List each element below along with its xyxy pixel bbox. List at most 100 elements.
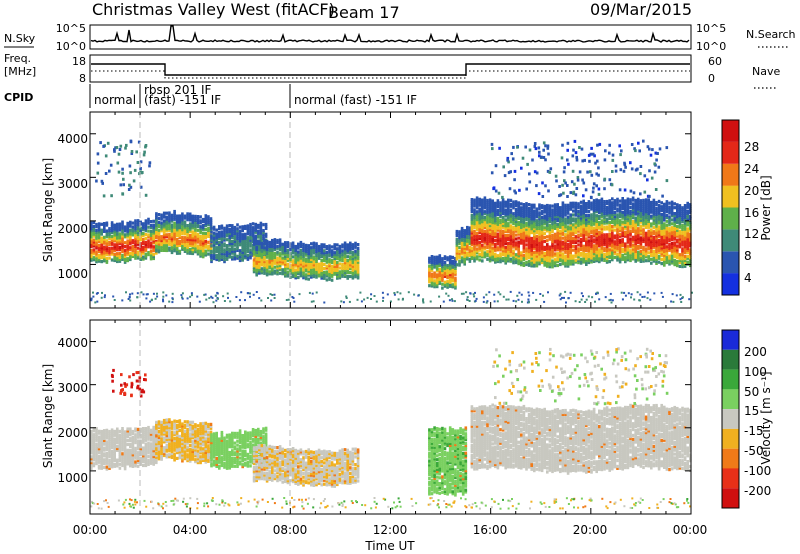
echo-cell bbox=[302, 256, 305, 260]
echo-cell bbox=[647, 204, 650, 208]
echo-cell bbox=[605, 254, 609, 258]
echo-cell bbox=[533, 221, 536, 225]
clutter-cell bbox=[641, 296, 644, 298]
sparse-echo-cell bbox=[96, 161, 100, 165]
echo-cell bbox=[486, 238, 489, 242]
echo-cell bbox=[585, 239, 588, 243]
echo-cell bbox=[463, 246, 466, 250]
echo-cell bbox=[173, 227, 176, 231]
echo-cell bbox=[273, 244, 277, 248]
echo-cell bbox=[323, 262, 326, 267]
echo-cell bbox=[525, 251, 528, 255]
echo-cell bbox=[255, 261, 258, 265]
echo-cell bbox=[665, 200, 669, 204]
echo-cell bbox=[629, 245, 632, 249]
echo-cell bbox=[259, 223, 263, 227]
echo-cell bbox=[310, 271, 313, 275]
echo-cell bbox=[676, 226, 679, 230]
echo-cell bbox=[110, 236, 114, 240]
echo-cell bbox=[338, 270, 342, 274]
echo-cell bbox=[131, 247, 135, 251]
echo-cell bbox=[629, 237, 632, 241]
echo-cell bbox=[320, 272, 323, 276]
echo-cell bbox=[665, 260, 669, 265]
echo-cell bbox=[170, 233, 174, 237]
sparse-echo-cell bbox=[590, 173, 594, 177]
echo-cell bbox=[535, 246, 539, 250]
echo-cell bbox=[241, 237, 244, 241]
echo-cell bbox=[556, 242, 559, 246]
echo-cell bbox=[668, 217, 671, 221]
echo-cell bbox=[507, 255, 510, 259]
sparse-echo-cell bbox=[578, 170, 582, 174]
echo-cell bbox=[507, 208, 510, 212]
echo-cell bbox=[460, 240, 464, 244]
echo-cell bbox=[139, 232, 142, 236]
echo-cell bbox=[92, 256, 96, 260]
echo-cell bbox=[90, 221, 93, 225]
echo-cell bbox=[618, 223, 622, 227]
cpid-segment-rbsp: rbsp 201 IF bbox=[144, 83, 211, 97]
echo-cell bbox=[530, 209, 533, 213]
echo-cell bbox=[512, 214, 515, 218]
echo-cell bbox=[346, 262, 349, 267]
echo-cell bbox=[530, 205, 533, 209]
echo-cell bbox=[501, 225, 505, 229]
clutter-cell bbox=[246, 292, 249, 295]
sparse-echo-cell bbox=[129, 140, 133, 144]
echo-cell bbox=[351, 270, 355, 274]
echo-cell bbox=[660, 258, 663, 262]
echo-cell bbox=[514, 227, 518, 231]
echo-cell bbox=[569, 215, 572, 219]
echo-cell bbox=[186, 249, 189, 253]
clutter-cell bbox=[273, 297, 276, 299]
echo-cell bbox=[572, 256, 575, 260]
sparse-echo-cell bbox=[653, 170, 657, 174]
echo-cell bbox=[616, 223, 619, 227]
echo-cell bbox=[105, 256, 109, 260]
echo-cell bbox=[310, 246, 313, 250]
echo-cell bbox=[454, 284, 457, 288]
echo-cell bbox=[212, 247, 216, 251]
echo-cell bbox=[616, 227, 619, 231]
echo-cell bbox=[463, 236, 466, 241]
echo-cell bbox=[673, 247, 676, 251]
echo-cell bbox=[142, 228, 145, 232]
echo-cell bbox=[655, 228, 658, 232]
echo-cell bbox=[165, 219, 169, 223]
echo-cell bbox=[470, 219, 474, 223]
echo-cell bbox=[149, 257, 153, 261]
echo-cell bbox=[466, 243, 469, 247]
echo-cell bbox=[486, 206, 489, 210]
echo-cell bbox=[639, 201, 643, 205]
sparse-echo-cell bbox=[537, 192, 541, 196]
clutter-cell bbox=[181, 296, 183, 299]
echo-cell bbox=[657, 207, 661, 211]
echo-cell bbox=[683, 247, 687, 251]
echo-cell bbox=[639, 204, 643, 209]
echo-cell bbox=[103, 237, 106, 241]
echo-cell bbox=[564, 258, 567, 262]
echo-cell bbox=[178, 243, 182, 247]
echo-cell bbox=[504, 239, 507, 243]
echo-cell bbox=[343, 255, 347, 259]
echo-cell bbox=[152, 241, 155, 245]
echo-cell bbox=[670, 208, 674, 212]
echo-cell bbox=[139, 230, 142, 234]
echo-cell bbox=[652, 232, 656, 236]
echo-cell bbox=[152, 231, 155, 235]
echo-cell bbox=[678, 260, 682, 265]
echo-cell bbox=[97, 255, 101, 259]
echo-cell bbox=[458, 259, 461, 263]
echo-cell bbox=[354, 255, 357, 259]
echo-cell bbox=[204, 231, 208, 235]
echo-cell bbox=[312, 251, 316, 255]
echo-cell bbox=[312, 245, 316, 249]
echo-cell bbox=[543, 255, 546, 259]
echo-cell bbox=[317, 252, 321, 256]
echo-cell bbox=[262, 234, 265, 239]
echo-cell bbox=[616, 236, 619, 241]
echo-cell bbox=[499, 234, 502, 238]
echo-cell bbox=[268, 250, 271, 254]
echo-cell bbox=[475, 214, 479, 218]
